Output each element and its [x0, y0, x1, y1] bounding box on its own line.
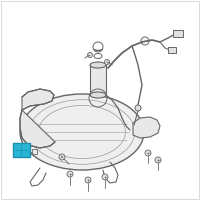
Ellipse shape: [20, 94, 144, 170]
Bar: [13, 143, 30, 157]
Polygon shape: [20, 89, 55, 148]
Bar: [32, 149, 37, 154]
Circle shape: [104, 60, 110, 64]
Circle shape: [67, 171, 73, 177]
Circle shape: [145, 150, 151, 156]
Ellipse shape: [90, 62, 106, 68]
Circle shape: [135, 105, 141, 111]
Circle shape: [85, 177, 91, 183]
Ellipse shape: [90, 92, 106, 98]
Bar: [90, 65, 106, 95]
Circle shape: [155, 157, 161, 163]
Circle shape: [102, 174, 108, 180]
Circle shape: [59, 154, 65, 160]
Bar: [168, 47, 176, 53]
Polygon shape: [133, 117, 160, 138]
Bar: [173, 30, 183, 37]
Circle shape: [88, 52, 92, 58]
